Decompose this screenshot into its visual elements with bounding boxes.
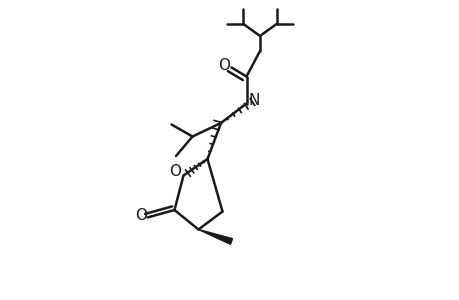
- Text: O: O: [169, 164, 181, 179]
- Text: N: N: [248, 93, 259, 108]
- Text: O: O: [134, 208, 146, 224]
- Polygon shape: [198, 230, 232, 244]
- Text: O: O: [218, 58, 230, 74]
